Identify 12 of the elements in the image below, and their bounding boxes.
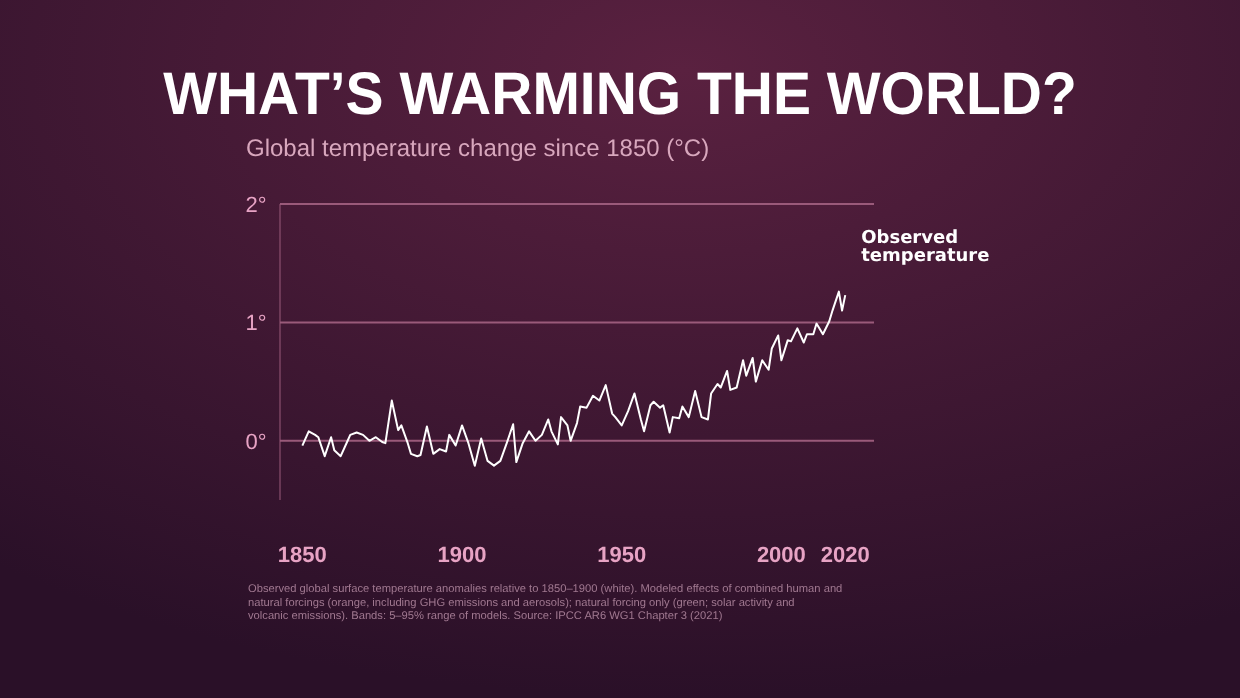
chart-title: WHAT’S WARMING THE WORLD? — [163, 62, 1077, 129]
y-tick-label: 2° — [245, 194, 267, 218]
x-tick-label: 1850 — [277, 544, 327, 568]
series-label: Observed temperature — [861, 229, 990, 268]
x-tick-label: 2020 — [820, 544, 870, 568]
y-tick-label: 1° — [245, 312, 267, 337]
y-tick-label: 0° — [245, 430, 267, 455]
x-tick-label: 1900 — [437, 544, 487, 568]
line-series — [301, 290, 847, 467]
x-tick-label: 1950 — [597, 544, 647, 568]
chart-subtitle: Global temperature change since 1850 (°C) — [246, 134, 710, 162]
x-tick-label: 2000 — [756, 544, 806, 568]
